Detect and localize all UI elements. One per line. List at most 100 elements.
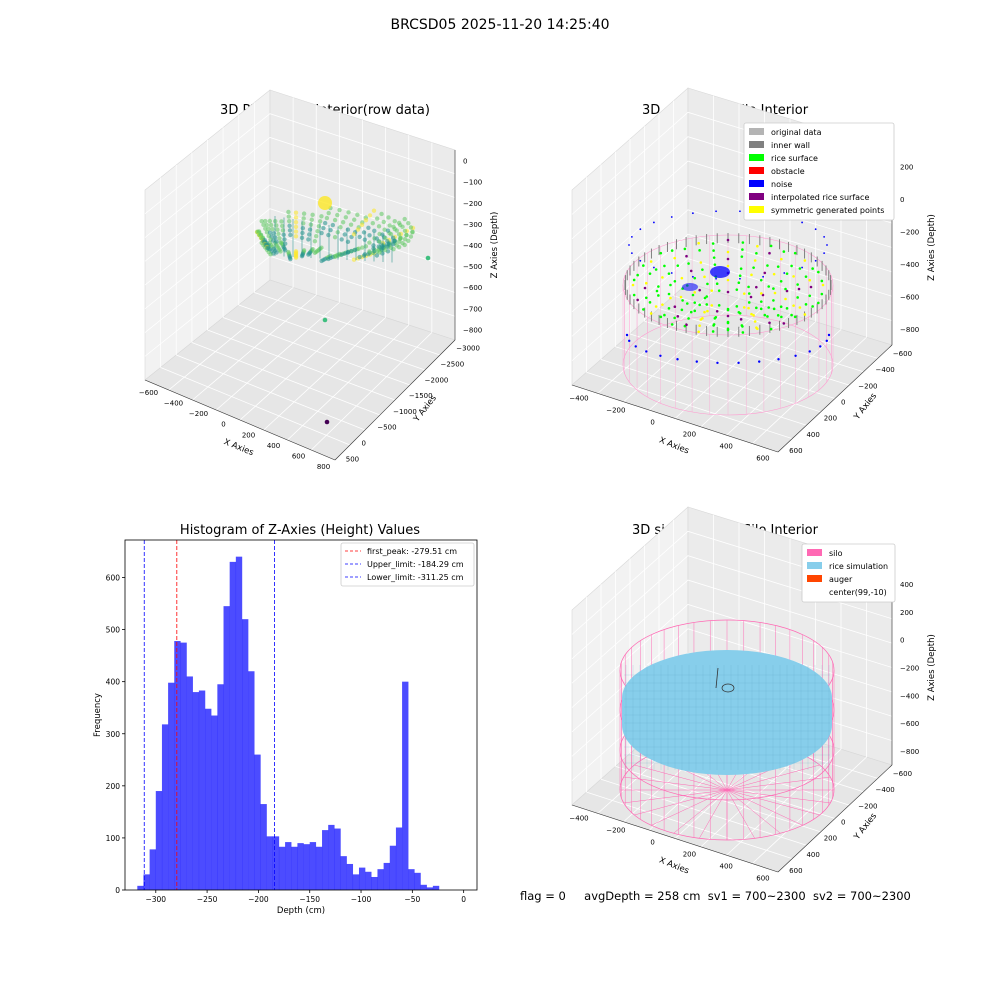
panel2-surface-point: [706, 282, 709, 286]
histogram-legend-box: [340, 542, 475, 587]
panel2-noise-point: [715, 277, 717, 280]
panel2-noise-cluster: [682, 283, 698, 291]
panel2-surface-point: [747, 292, 751, 295]
panel1-point: [272, 235, 278, 240]
panel1-point: [351, 257, 357, 262]
panel2-noise-point: [823, 235, 826, 238]
panel2-noise-point: [628, 339, 631, 343]
histogram-bar: [322, 830, 329, 890]
panel1-point: [274, 239, 279, 244]
panel1-point: [356, 246, 361, 251]
histogram-y-tick-label: 400: [106, 678, 121, 687]
panel2-z-tick-label: −200: [900, 228, 919, 236]
panel4-grid-wall-z: [571, 604, 893, 708]
panel2-surface-point: [648, 301, 652, 304]
panel2-noise-point: [691, 275, 694, 278]
panel1-x-tick-label: 800: [317, 463, 330, 471]
panel1-point: [307, 232, 312, 237]
histogram-bar: [235, 556, 243, 890]
panel1-z-tick-label: −800: [463, 326, 482, 334]
panel1-y-tick-label: −1500: [409, 392, 433, 400]
histogram-bar: [309, 842, 317, 890]
panel1-point: [282, 248, 288, 253]
panel2-legend-swatch: [749, 193, 764, 200]
panel4-y-axis-line: [777, 764, 893, 873]
histogram-x-tick-label: −200: [248, 895, 269, 904]
panel1-grid-floor-x: [263, 317, 386, 431]
panel2-surface-point: [680, 276, 684, 280]
panel2-surface-point: [763, 313, 767, 317]
panel1-outlier-point: [322, 317, 328, 323]
panel2-surface-point: [740, 324, 744, 327]
panel1-outlier-point: [425, 255, 431, 261]
panel1-point: [396, 232, 402, 237]
panel2-grid-floor-y: [644, 320, 850, 386]
panel2-surface-point: [726, 278, 730, 282]
panel1-point: [319, 214, 324, 219]
histogram-x-tick-label: −50: [404, 895, 420, 904]
panel1-point: [308, 222, 314, 227]
panel1-point: [363, 217, 369, 223]
panel2-surface-point: [821, 283, 825, 287]
panel1-point: [392, 239, 397, 244]
panel2-surface-point: [759, 307, 763, 311]
panel1-point: [381, 219, 386, 225]
histogram-bar: [254, 754, 261, 890]
panel1-point: [338, 225, 343, 230]
panel1-point: [263, 218, 268, 224]
panel2-surface-point: [726, 238, 730, 242]
panel2-surface-point: [698, 249, 701, 252]
histogram-bar: [161, 724, 169, 890]
panel2-noise-point: [670, 272, 673, 274]
panel2-surface-point: [776, 265, 780, 268]
panel1-point: [300, 230, 305, 236]
panel1-point: [266, 246, 271, 251]
panel2-surface-point: [693, 301, 697, 304]
panel2-legend-label: obstacle: [771, 167, 805, 176]
panel4-legend-label: rice simulation: [829, 562, 888, 571]
panel1-point: [299, 253, 305, 259]
panel1-point: [380, 245, 385, 251]
panel3-plot: −300 −250 −200 −150 −100 −50 0 0 100 200 300 400 500…: [93, 539, 478, 916]
panel2-surface-point: [820, 292, 824, 296]
panel2-surface-point: [685, 254, 688, 258]
panel1-outlier-point: [324, 419, 330, 425]
panel1-point: [367, 249, 372, 254]
panel1-point: [335, 229, 340, 235]
panel2-y-axis-line: [777, 344, 893, 453]
histogram-bar: [211, 715, 218, 890]
panel2-y-tick-label: −600: [893, 350, 912, 358]
panel2-legend-swatch: [749, 167, 764, 174]
panel1-x-tick-label: −400: [164, 400, 183, 408]
histogram-bar: [389, 845, 397, 890]
panel2-noise-point: [814, 259, 817, 262]
histogram-bar: [149, 849, 156, 890]
panel1-point: [267, 218, 273, 224]
panel2-surface-point: [657, 285, 660, 288]
panel1-point: [264, 222, 270, 228]
panel1-point: [288, 232, 293, 238]
panel1-point: [363, 244, 369, 249]
panel2-surface-point: [741, 241, 745, 244]
panel4-legend-swatch: [807, 549, 822, 556]
panel2-noise-point: [737, 361, 740, 365]
panel2-surface-point: [804, 275, 808, 278]
panel2-surface-point: [785, 272, 789, 275]
panel2-surface-point: [698, 303, 701, 307]
panel2-noise-point: [826, 244, 828, 246]
panel1-point: [324, 215, 330, 221]
panel1-y-tick-label: 0: [362, 439, 366, 447]
panel1-point: [301, 221, 306, 226]
panel2-surface-point: [741, 248, 744, 251]
histogram-x-tick-label: −100: [351, 895, 372, 904]
panel1-point: [339, 237, 344, 242]
panel1-grid-floor-y: [254, 292, 441, 356]
panel1-point: [277, 236, 282, 241]
panel2-legend-swatch: [749, 141, 764, 148]
panel1-point: [326, 232, 331, 238]
panel2-surface-point: [693, 309, 697, 313]
panel2-noise-point: [823, 252, 826, 255]
panel1-point: [391, 235, 396, 240]
panel2-surface-point: [689, 269, 693, 273]
panel4-rice-side: [622, 698, 832, 725]
